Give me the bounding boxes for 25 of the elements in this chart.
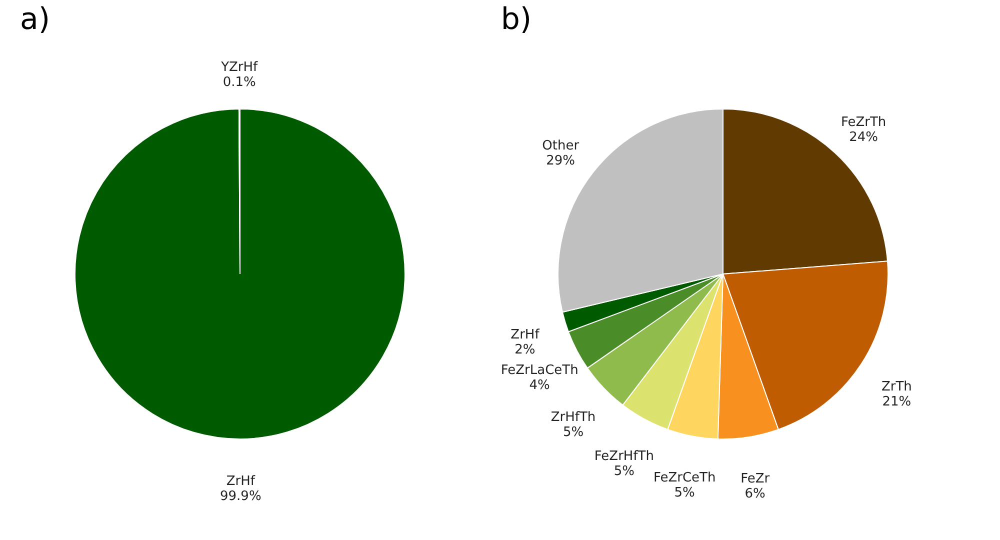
slice-label: FeZrHfTh	[594, 448, 654, 464]
data-label: 99.9%	[220, 489, 262, 504]
slice-label: YZrHf	[220, 60, 258, 75]
data-label: 6%	[744, 486, 766, 502]
data-label: 2%	[514, 342, 536, 358]
slice-label: Other	[542, 138, 580, 154]
slice-label: ZrTh	[881, 380, 912, 395]
slice-label: ZrHf	[226, 474, 256, 489]
slice-label: FeZrTh	[840, 115, 886, 130]
chart-title: a)	[20, 2, 50, 37]
data-label: 21%	[882, 394, 912, 410]
data-label: 0.1%	[222, 75, 256, 90]
data-label: 5%	[614, 464, 634, 479]
slice-label: FeZrCeTh	[653, 470, 716, 486]
chart-title: b)	[500, 2, 532, 37]
slice-label: ZrHf	[510, 327, 540, 342]
slice-label: ZrHfTh	[550, 410, 596, 425]
pie-slice	[74, 108, 406, 440]
data-label: 24%	[849, 130, 878, 146]
data-label: 5%	[562, 424, 584, 440]
data-label: 4%	[529, 378, 550, 393]
data-label: 29%	[546, 154, 576, 169]
slice-label: FeZr	[740, 472, 770, 486]
slice-label: FeZrLaCeTh	[500, 362, 578, 378]
data-label: 5%	[674, 485, 695, 500]
